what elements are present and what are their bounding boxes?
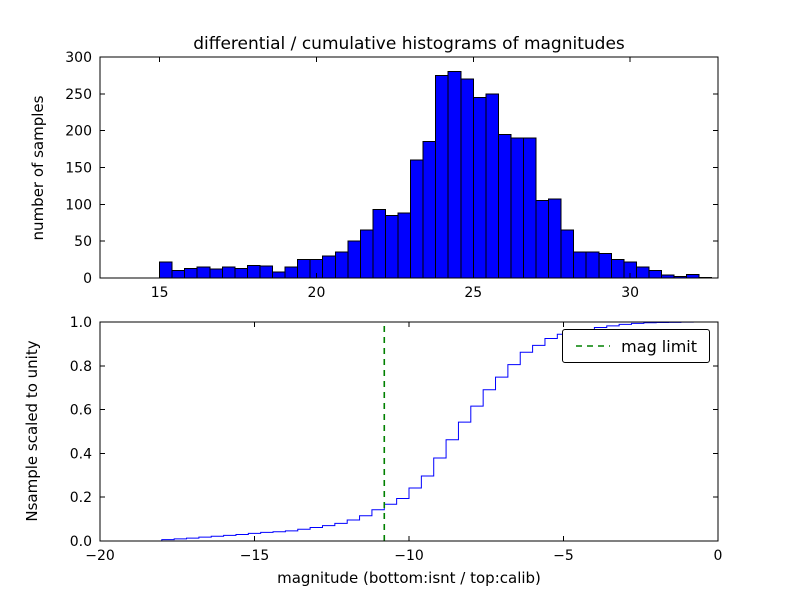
tick-label: 1.0 — [70, 315, 92, 331]
histogram-bar — [184, 267, 198, 279]
histogram-bar — [447, 71, 462, 279]
tick-label: 0.8 — [70, 359, 92, 375]
histogram-bar — [472, 97, 487, 279]
histogram-bar — [246, 264, 261, 279]
histogram-bar — [372, 208, 386, 279]
histogram-bar — [284, 266, 299, 279]
histogram-bar — [422, 141, 437, 279]
histogram-bar — [397, 212, 412, 279]
histogram-bar — [272, 271, 286, 279]
chart-title: differential / cumulative histograms of … — [193, 34, 625, 54]
histogram-bar — [410, 159, 424, 279]
histogram-bar — [585, 251, 600, 279]
tick-label: 20 — [308, 285, 326, 301]
tick-label: 250 — [65, 87, 92, 103]
histogram-bar — [334, 251, 349, 279]
histogram-bar — [347, 240, 361, 279]
histogram-bar — [635, 266, 650, 279]
bottom-xlabel: magnitude (bottom:isnt / top:calib) — [277, 569, 541, 587]
histogram-bar — [322, 255, 336, 279]
histogram-bar — [435, 74, 449, 279]
histogram-bar — [648, 270, 663, 279]
histogram-bar — [460, 78, 474, 279]
tick-label: −5 — [553, 548, 574, 564]
histogram-bar — [610, 259, 625, 279]
cumulative-line — [100, 321, 718, 542]
tick-label: 50 — [74, 234, 92, 250]
tick-label: 30 — [621, 285, 639, 301]
histogram-bar — [196, 266, 211, 279]
tick-label: −15 — [240, 548, 270, 564]
histogram-bar — [535, 200, 550, 279]
tick-label: 0.4 — [70, 446, 92, 462]
tick-label: 0 — [83, 271, 92, 287]
tick-label: 150 — [65, 161, 92, 177]
tick-label: 0 — [714, 548, 723, 564]
histogram-bar — [221, 266, 236, 279]
tick-label: −10 — [394, 548, 424, 564]
histogram-bar — [560, 229, 575, 279]
axes-frame — [99, 56, 719, 279]
histogram-bar — [548, 198, 562, 279]
histogram-bar — [171, 270, 186, 279]
axes-frame — [99, 321, 719, 542]
histogram-bar — [159, 261, 173, 279]
histogram-bar — [497, 133, 512, 279]
histogram-bar — [209, 268, 223, 279]
tick-label: 0.2 — [70, 490, 92, 506]
top-ylabel: number of samples — [29, 95, 47, 241]
histogram-bar — [523, 137, 537, 279]
histogram-bar — [573, 251, 587, 279]
legend: mag limit — [562, 329, 710, 363]
histogram-bar — [297, 259, 311, 279]
tick-label: 100 — [65, 197, 92, 213]
tick-label: 25 — [464, 285, 482, 301]
tick-label: 200 — [65, 124, 92, 140]
histogram-bar — [259, 265, 274, 279]
legend-label: mag limit — [621, 336, 697, 356]
tick-label: −20 — [85, 548, 115, 564]
histogram-bar — [384, 214, 399, 279]
histogram-bar — [686, 273, 700, 279]
histogram-bar — [359, 229, 374, 279]
histogram-bar — [234, 267, 248, 279]
tick-label: 0.0 — [70, 534, 92, 550]
tick-label: 15 — [151, 285, 169, 301]
bottom-ylabel: Nsample scaled to unity — [23, 340, 41, 522]
tick-label: 0.6 — [70, 403, 92, 419]
histogram-bar — [598, 253, 612, 279]
tick-label: 300 — [65, 50, 92, 66]
histogram-bar — [510, 137, 525, 279]
mag-limit-line-icon — [576, 345, 611, 347]
histogram-bar — [485, 93, 499, 279]
